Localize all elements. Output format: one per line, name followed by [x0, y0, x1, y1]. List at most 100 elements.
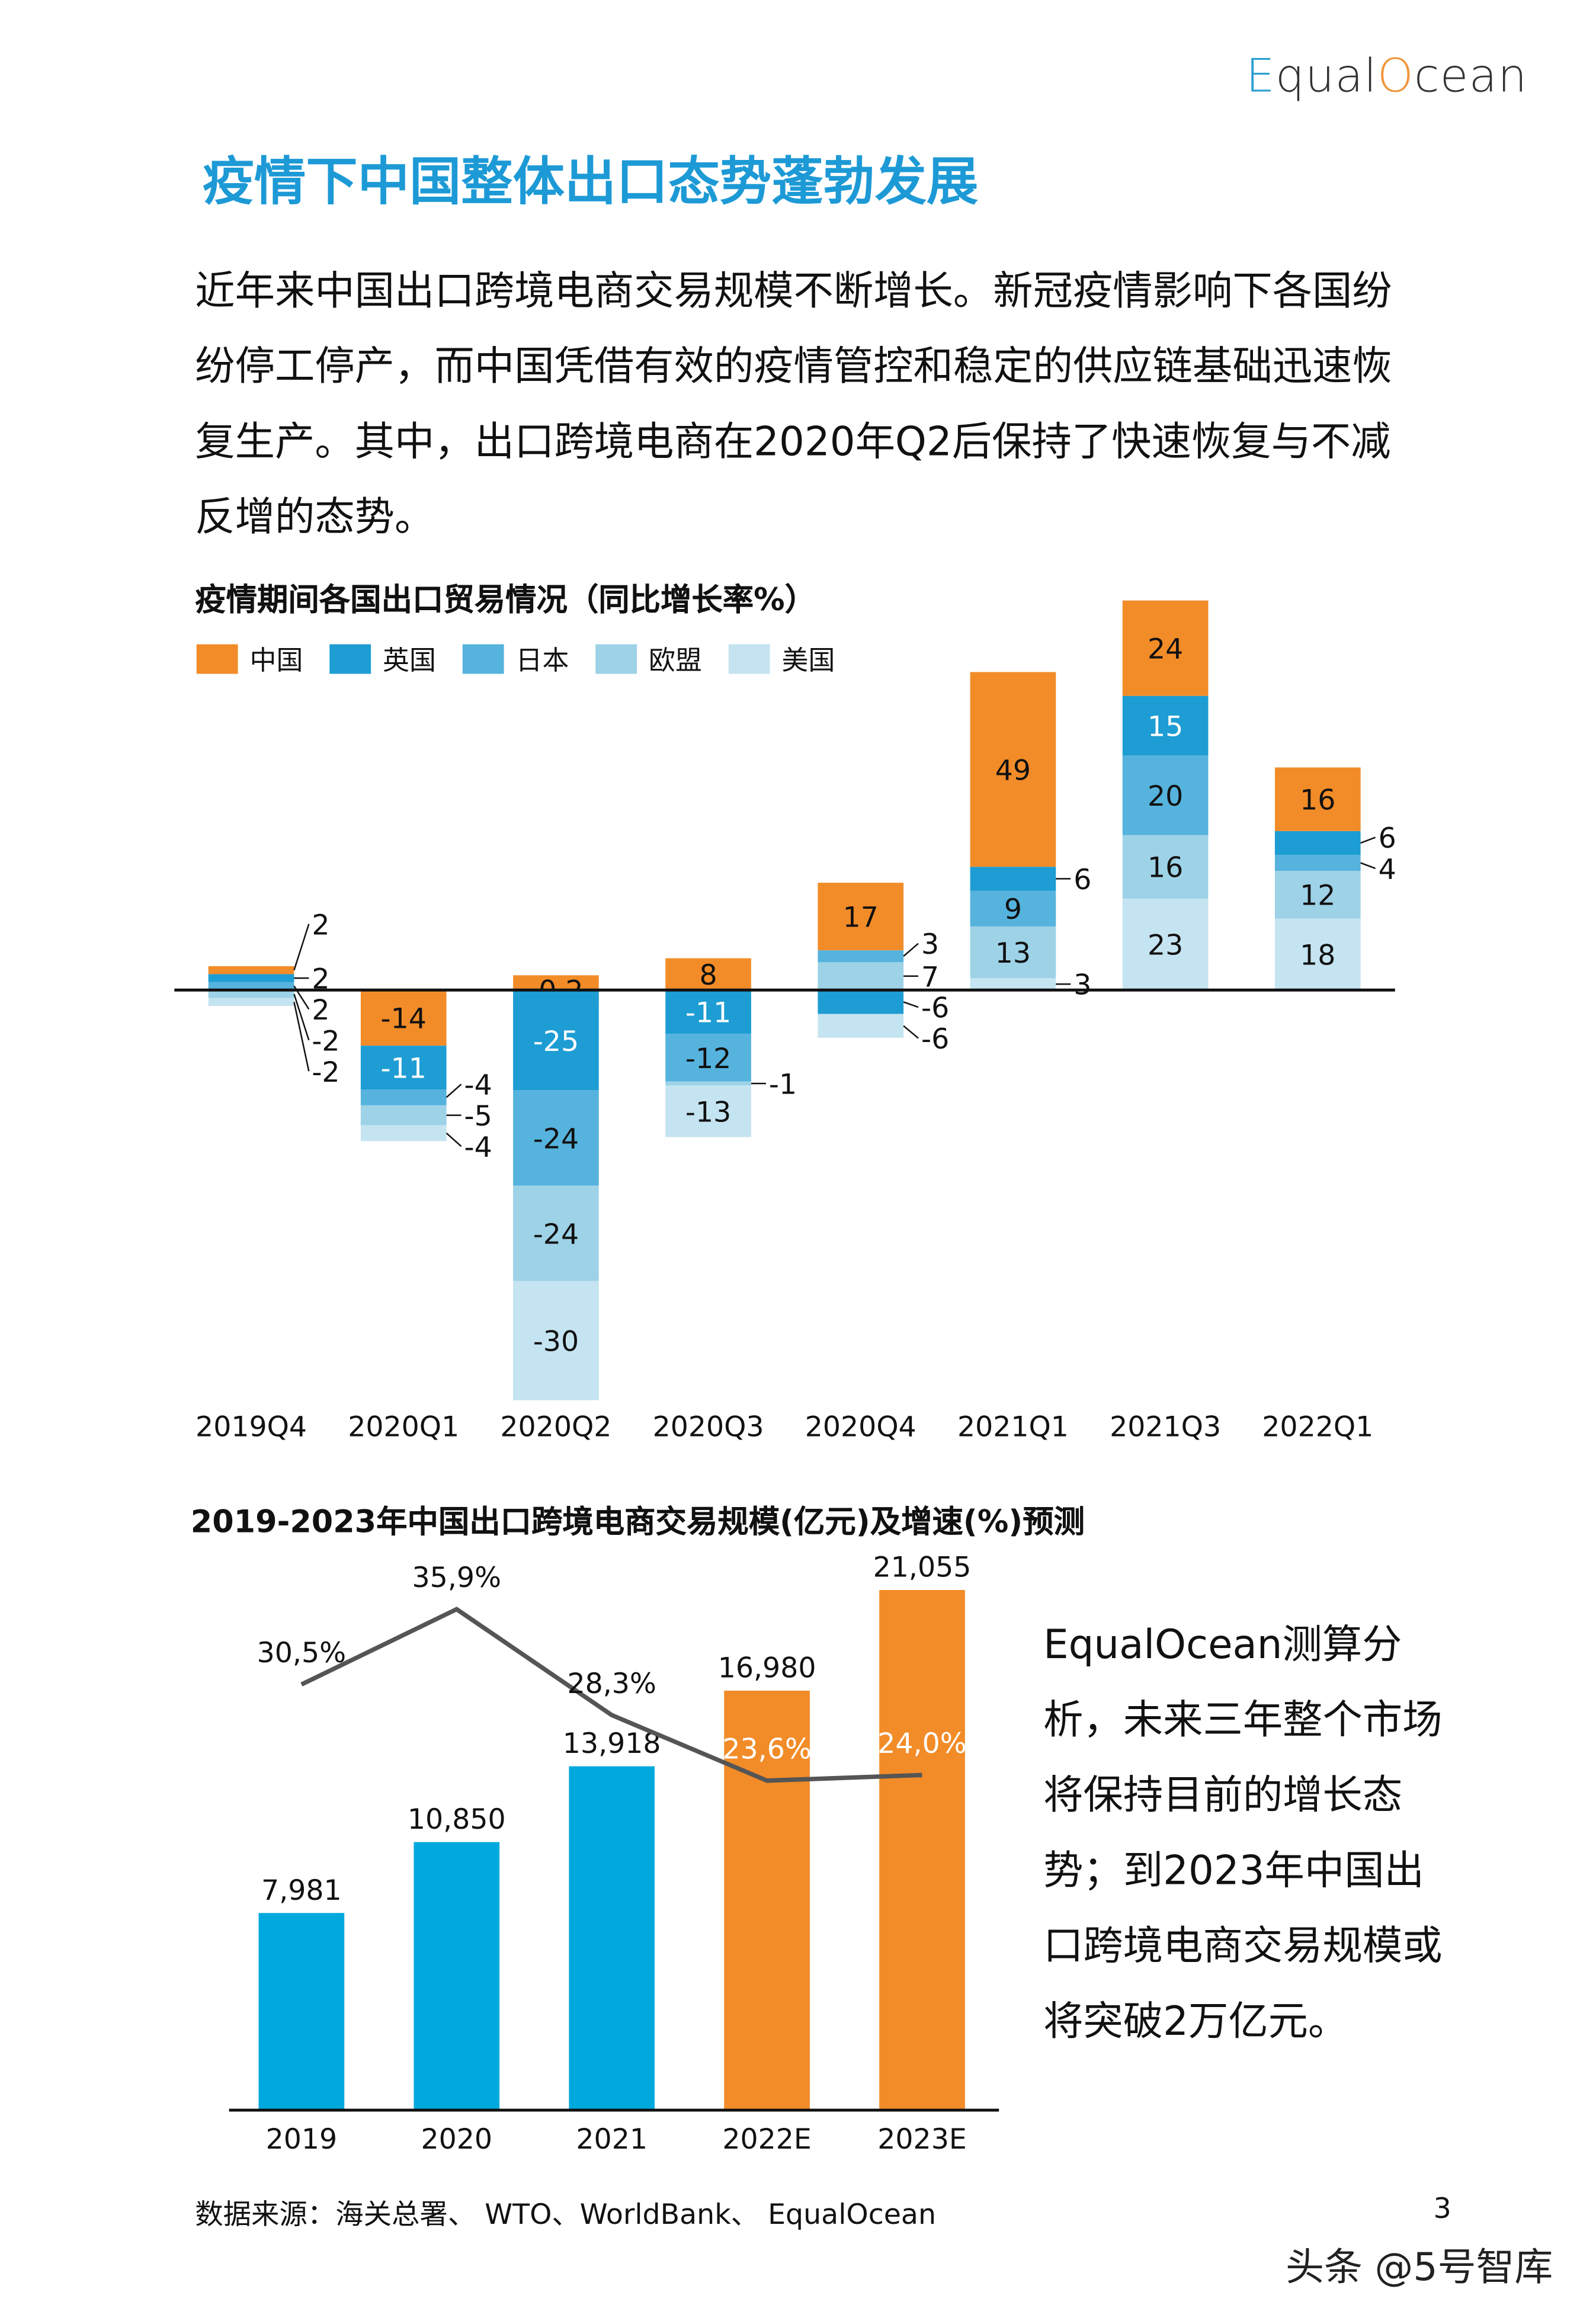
bar-segment [818, 883, 904, 951]
leader-line [293, 1002, 310, 1072]
intro-paragraph: 近年来中国出口跨境电商交易规模不断增长。新冠疫情影响下各国纷纷停工停产，而中国凭… [195, 268, 1392, 541]
bar-segment [1122, 898, 1209, 990]
leader-line [1360, 862, 1376, 870]
growth-rate-label: 23,6% [722, 1733, 812, 1765]
growth-rate-label: 28,3% [567, 1668, 656, 1700]
data-label: -6 [921, 1023, 949, 1056]
data-label: 12 [1300, 880, 1335, 912]
bar-segment [360, 1125, 447, 1142]
export-growth-chart: 222-2-22019Q4-14-11-4-5-42020Q1-0.2-25-2… [174, 600, 1396, 1444]
bar-segment [818, 950, 904, 963]
data-label: -14 [381, 1003, 427, 1036]
category-label: 2020 [421, 2123, 492, 2156]
legend-item: 欧盟 [595, 640, 702, 678]
data-label: 13 [995, 937, 1031, 970]
growth-rate-label: 24,0% [877, 1727, 966, 1760]
data-source: 数据来源：海关总署、 WTO、WorldBank、 EqualOcean [195, 2198, 936, 2232]
category-label: 2019Q4 [196, 1411, 307, 1444]
bar-segment [513, 990, 599, 1091]
bar-segment [1274, 855, 1361, 871]
legend-item: 美国 [728, 640, 835, 678]
data-label: 2 [312, 909, 329, 941]
bar [724, 1690, 810, 2111]
leader-line [446, 1132, 462, 1147]
ecommerce-scale-chart: 7,981 2019 10,850 2020 13,918 2021 16,980 2022E… [229, 1551, 999, 2156]
bar-segment [1122, 835, 1209, 899]
data-label: 2 [312, 994, 329, 1027]
legend-swatch [329, 644, 371, 674]
bar-segment [665, 990, 751, 1034]
legend-swatch [595, 644, 637, 674]
value-label: 16,980 [718, 1652, 816, 1685]
legend-label: 日本 [515, 646, 569, 677]
chart1-title: 疫情期间各国出口贸易情况（同比增长率%） [195, 582, 816, 618]
legend-label: 中国 [249, 646, 303, 677]
category-label: 2020Q2 [500, 1411, 611, 1444]
legend-label: 美国 [781, 646, 835, 677]
bar-segment [818, 962, 904, 990]
data-label: 17 [843, 902, 879, 934]
bar-segment [208, 974, 294, 982]
data-label: -2 [312, 1025, 339, 1057]
value-label: 13,918 [563, 1727, 661, 1760]
bar [258, 1913, 345, 2111]
leader-line [446, 1083, 462, 1098]
bar-segment [360, 1046, 447, 1090]
data-label: -11 [685, 997, 731, 1030]
legend-item: 日本 [462, 640, 569, 678]
category-label: 2019 [266, 2123, 338, 2156]
data-label: 9 [1004, 893, 1022, 926]
data-label: 16 [1148, 852, 1183, 884]
data-label: 20 [1148, 780, 1183, 813]
bar-segment [1122, 600, 1209, 696]
leader-line [903, 1001, 919, 1008]
legend-swatch [462, 644, 504, 674]
legend-item: 英国 [329, 640, 436, 678]
data-label: -6 [921, 992, 949, 1025]
data-label: -12 [685, 1043, 731, 1075]
legend-swatch [196, 644, 238, 674]
data-label: 16 [1300, 784, 1335, 817]
data-label: 15 [1148, 711, 1183, 743]
bar-segment [1274, 831, 1361, 855]
value-label: 7,981 [261, 1874, 342, 1907]
bar [414, 1842, 500, 2111]
bar [879, 1590, 965, 2111]
bar-segment [665, 1085, 751, 1137]
bar-segment [208, 998, 294, 1006]
data-label: -5 [464, 1100, 492, 1133]
page-number: 3 [1433, 2192, 1451, 2226]
bar-segment [970, 978, 1056, 990]
category-label: 2021Q1 [957, 1411, 1069, 1444]
legend-label: 欧盟 [649, 646, 702, 677]
data-label: 3 [921, 928, 939, 961]
data-label: -25 [533, 1025, 579, 1058]
data-label: -24 [533, 1123, 579, 1155]
chart2-title: 2019-2023年中国出口跨境电商交易规模(亿元)及增速(%)预测 [190, 1504, 1085, 1540]
data-label: 3 [1073, 969, 1091, 1002]
forecast-note: EqualOcean测算分析，未来三年整个市场将保持目前的增长态势；到2023年… [1043, 1622, 1443, 2046]
data-label: -11 [381, 1053, 427, 1085]
data-label: -4 [464, 1131, 492, 1163]
bar-segment [665, 1081, 751, 1086]
leader-line [1360, 836, 1376, 844]
category-label: 2020Q3 [653, 1411, 764, 1444]
data-label: 4 [1379, 853, 1396, 886]
bar-segment [818, 990, 904, 1014]
bar-segment [208, 966, 294, 974]
equalocean-logo: EqualOcean [1245, 50, 1528, 104]
value-label: 10,850 [408, 1803, 506, 1836]
bar-segment [970, 867, 1056, 891]
bar-segment [1122, 755, 1209, 835]
bar-segment [1122, 695, 1209, 756]
bar-segment [360, 990, 447, 1046]
bar-segment [360, 1105, 447, 1126]
legend-label: 英国 [383, 646, 436, 677]
data-label: 8 [700, 959, 717, 992]
page-title: 疫情下中国整体出口态势蓬勃发展 [202, 153, 979, 213]
data-label: 24 [1148, 633, 1183, 666]
data-label: 18 [1300, 939, 1335, 972]
data-label: 7 [921, 961, 939, 993]
legend-swatch [728, 644, 770, 674]
data-label: 49 [995, 754, 1031, 787]
